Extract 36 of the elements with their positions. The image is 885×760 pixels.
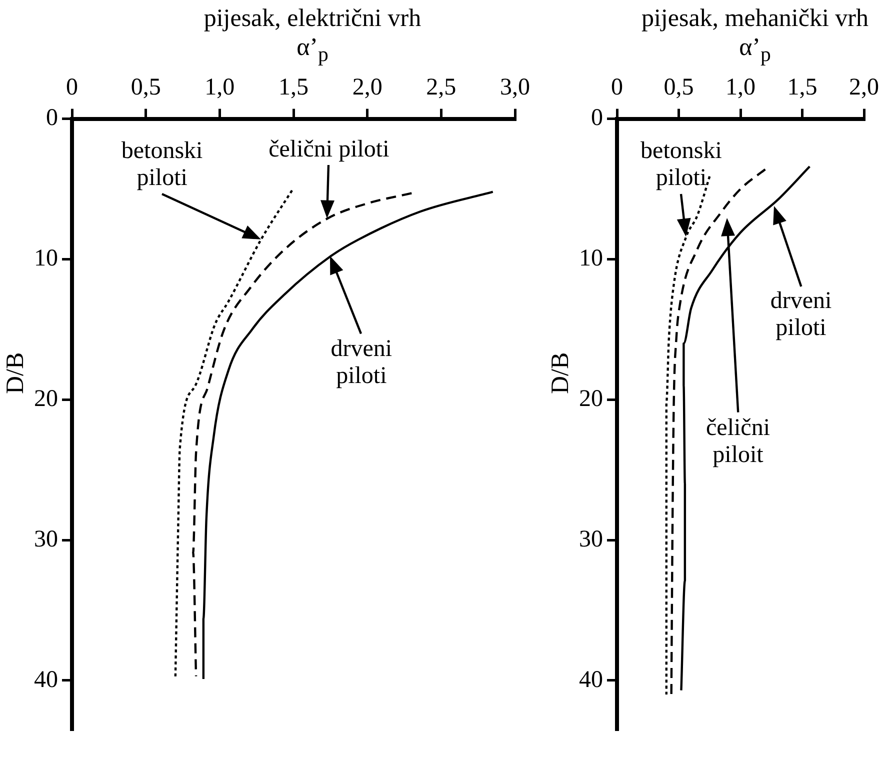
y-tick-label: 0 (591, 105, 603, 132)
line-series (192, 192, 413, 678)
y-tick-label: 20 (34, 386, 58, 412)
y-tick-label: 30 (34, 526, 58, 552)
chart-title: pijesak, mehanički vrh (640, 4, 870, 34)
x-tick-label: 1,5 (787, 74, 818, 101)
annotation: drveni piloti (330, 336, 392, 390)
annotation: betonski piloti (121, 138, 203, 192)
y-tick-label: 20 (579, 386, 603, 412)
x-tick-label: 0,5 (664, 74, 694, 101)
x-tick-label: 1,5 (278, 74, 308, 101)
x-axis-title: α’$_{p}$ (296, 34, 330, 68)
x-tick-label: 2,5 (426, 74, 456, 101)
line-series (202, 190, 494, 680)
x-tick-label: 3,0 (500, 74, 530, 101)
x-tick-label: 0 (611, 74, 623, 101)
y-axis-title: D/B (2, 352, 30, 394)
y-tick-label: 10 (579, 246, 603, 272)
x-tick-label: 2,0 (849, 74, 879, 101)
annotation: čelični piloti (268, 136, 390, 164)
x-tick-label: 2,0 (352, 74, 382, 101)
chart-title: pijesak, električni vrh (202, 4, 422, 34)
annotation: drveni piloti (770, 288, 832, 342)
y-tick-label: 10 (34, 246, 58, 272)
y-tick-label: 30 (579, 526, 603, 552)
x-tick-label: 0,5 (130, 74, 161, 101)
y-tick-label: 40 (579, 666, 603, 693)
annotation: betonski piloti (640, 138, 722, 192)
x-tick-label: 1,0 (204, 74, 235, 101)
x-tick-label: 1,0 (726, 74, 756, 101)
y-axis-title: D/B (547, 352, 575, 394)
annotation: čelični piloit (706, 414, 770, 469)
y-tick-label: 40 (34, 666, 58, 693)
x-axis-title: α’$_{p}$ (738, 34, 772, 68)
x-tick-label: 0 (66, 74, 78, 101)
y-tick-label: 0 (46, 105, 58, 132)
